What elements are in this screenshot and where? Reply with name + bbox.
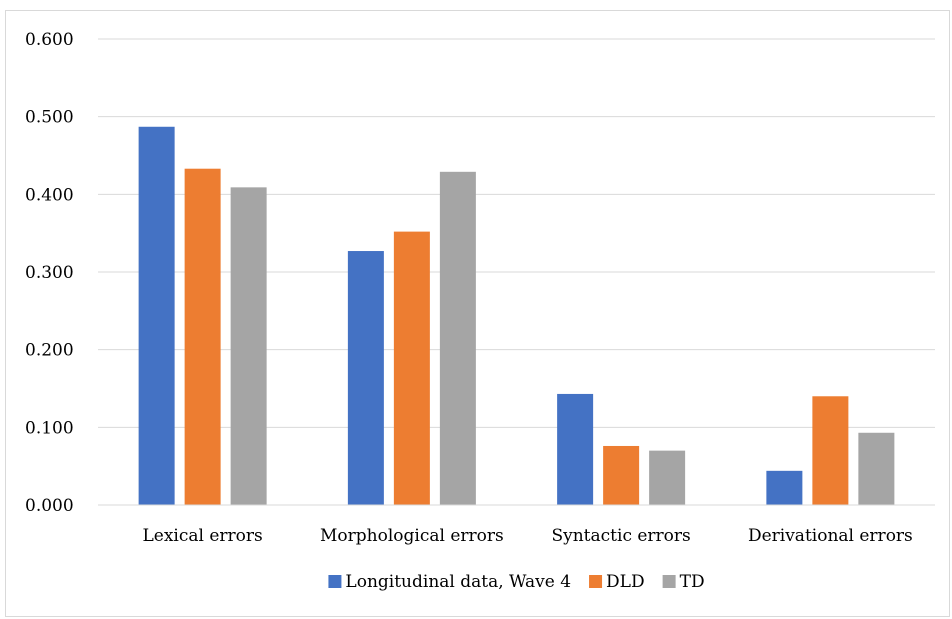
bar-longitudinal-data-wave-4-3 xyxy=(766,470,803,505)
legend-swatch xyxy=(328,575,342,588)
y-tick-label: 0.300 xyxy=(25,263,74,283)
x-category-label: Derivational errors xyxy=(748,526,913,546)
x-axis-category-labels: Lexical errors Morphological errors Syntac… xyxy=(142,526,912,546)
x-category-label: Morphological errors xyxy=(320,526,504,546)
bar-dld-2 xyxy=(603,445,640,505)
legend-label: TD xyxy=(680,572,705,592)
y-tick-label: 0.400 xyxy=(25,185,74,205)
bar-td-0 xyxy=(230,187,267,506)
x-category-label: Lexical errors xyxy=(142,526,262,546)
gridlines xyxy=(98,38,935,428)
x-category-label: Syntactic errors xyxy=(551,526,690,546)
legend-label: Longitudinal data, Wave 4 xyxy=(345,572,571,592)
y-axis-tick-labels: 0.000 0.100 0.200 0.300 0.400 0.500 0.600 xyxy=(25,30,74,516)
y-tick-label: 0.000 xyxy=(25,496,74,516)
bar-td-1 xyxy=(439,171,476,505)
bars xyxy=(138,126,895,506)
y-tick-label: 0.500 xyxy=(25,108,74,128)
y-tick-label: 0.200 xyxy=(25,341,74,361)
y-tick-label: 0.100 xyxy=(25,418,74,438)
legend-swatch xyxy=(589,575,603,588)
bar-dld-1 xyxy=(393,231,430,505)
legend-label: DLD xyxy=(606,572,645,592)
bar-td-3 xyxy=(858,432,895,505)
bar-longitudinal-data-wave-4-0 xyxy=(138,126,175,505)
bar-dld-0 xyxy=(184,168,221,505)
bar-longitudinal-data-wave-4-1 xyxy=(347,251,384,505)
legend-swatch xyxy=(662,575,676,588)
legend: Longitudinal data, Wave 4 DLD TD xyxy=(328,572,705,592)
bar-dld-3 xyxy=(812,396,849,505)
bar-td-2 xyxy=(649,450,686,505)
y-tick-label: 0.600 xyxy=(25,30,74,50)
bar-longitudinal-data-wave-4-2 xyxy=(557,393,594,505)
